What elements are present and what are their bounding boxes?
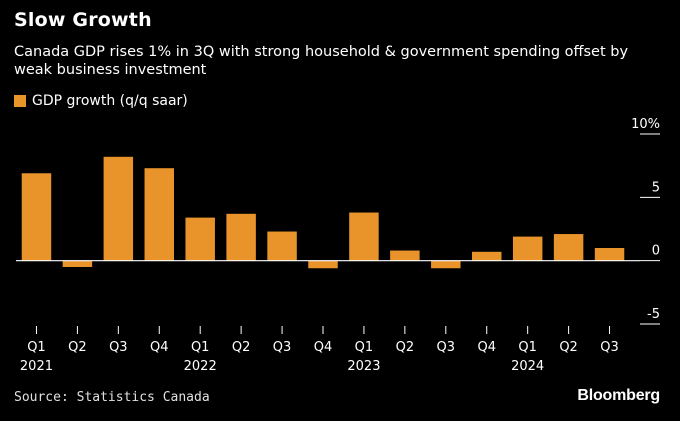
chart-subtitle: Canada GDP rises 1% in 3Q with strong ho…	[14, 44, 629, 78]
legend-label: GDP growth (q/q saar)	[32, 93, 188, 109]
x-tick-label: Q1	[518, 340, 537, 355]
bar	[431, 260, 461, 269]
x-tick-label: Q3	[437, 340, 456, 355]
x-tick-label: Q4	[150, 340, 169, 355]
bar	[103, 156, 134, 261]
x-tick-label: Q1	[27, 340, 46, 355]
bar	[512, 236, 543, 261]
x-year-label: 2021	[20, 359, 53, 374]
x-tick-label: Q2	[559, 340, 578, 355]
x-tick-label: Q4	[477, 340, 496, 355]
source-note: Source: Statistics Canada	[14, 390, 210, 405]
x-tick-label: Q1	[191, 340, 210, 355]
x-tick-label: Q4	[314, 340, 333, 355]
x-year-label: 2023	[347, 359, 380, 374]
bar	[471, 251, 502, 261]
chart-title: Slow Growth	[14, 9, 152, 31]
bar	[62, 260, 93, 267]
x-tick-label: Q2	[68, 340, 87, 355]
x-tick-label: Q3	[273, 340, 292, 355]
bar	[594, 248, 625, 261]
x-tick-label: Q2	[396, 340, 415, 355]
bar	[349, 212, 379, 261]
bar	[308, 260, 338, 269]
bloomberg-logo: Bloomberg	[577, 387, 660, 404]
x-year-label: 2024	[511, 359, 544, 374]
legend-swatch	[14, 95, 26, 107]
x-tick-label: Q3	[600, 340, 619, 355]
y-tick-label: 5	[652, 180, 660, 195]
bar	[21, 173, 52, 261]
y-tick-label: 10%	[631, 117, 660, 132]
bar	[144, 168, 175, 261]
bar	[553, 234, 584, 261]
x-year-label: 2022	[184, 359, 217, 374]
y-tick-label: 0	[652, 244, 660, 259]
legend: GDP growth (q/q saar)	[14, 93, 188, 109]
x-tick-label: Q3	[109, 340, 128, 355]
bar	[390, 250, 420, 261]
y-tick-label: -5	[647, 307, 660, 322]
x-tick-label: Q1	[355, 340, 374, 355]
bar	[267, 231, 297, 261]
bar	[185, 217, 215, 261]
x-tick-label: Q2	[232, 340, 251, 355]
bar	[226, 213, 256, 261]
